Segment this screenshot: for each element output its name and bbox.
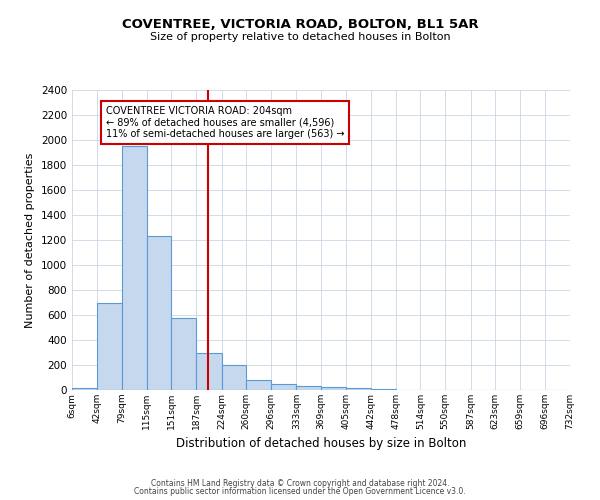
- Text: COVENTREE VICTORIA ROAD: 204sqm
← 89% of detached houses are smaller (4,596)
11%: COVENTREE VICTORIA ROAD: 204sqm ← 89% of…: [106, 106, 344, 140]
- Bar: [346, 388, 371, 390]
- Bar: [97, 302, 122, 390]
- Text: COVENTREE, VICTORIA ROAD, BOLTON, BL1 5AR: COVENTREE, VICTORIA ROAD, BOLTON, BL1 5A…: [122, 18, 478, 30]
- Bar: [172, 318, 196, 390]
- Text: Contains HM Land Registry data © Crown copyright and database right 2024.: Contains HM Land Registry data © Crown c…: [151, 478, 449, 488]
- Text: Size of property relative to detached houses in Bolton: Size of property relative to detached ho…: [149, 32, 451, 42]
- Bar: [246, 380, 271, 390]
- Text: Contains public sector information licensed under the Open Government Licence v3: Contains public sector information licen…: [134, 487, 466, 496]
- Bar: [196, 352, 221, 390]
- Bar: [72, 388, 97, 390]
- Bar: [221, 365, 246, 390]
- Bar: [271, 384, 296, 390]
- Y-axis label: Number of detached properties: Number of detached properties: [25, 152, 35, 328]
- Bar: [296, 386, 321, 390]
- Bar: [321, 387, 346, 390]
- Bar: [371, 389, 396, 390]
- Bar: [122, 146, 147, 390]
- Bar: [147, 236, 172, 390]
- X-axis label: Distribution of detached houses by size in Bolton: Distribution of detached houses by size …: [176, 438, 466, 450]
